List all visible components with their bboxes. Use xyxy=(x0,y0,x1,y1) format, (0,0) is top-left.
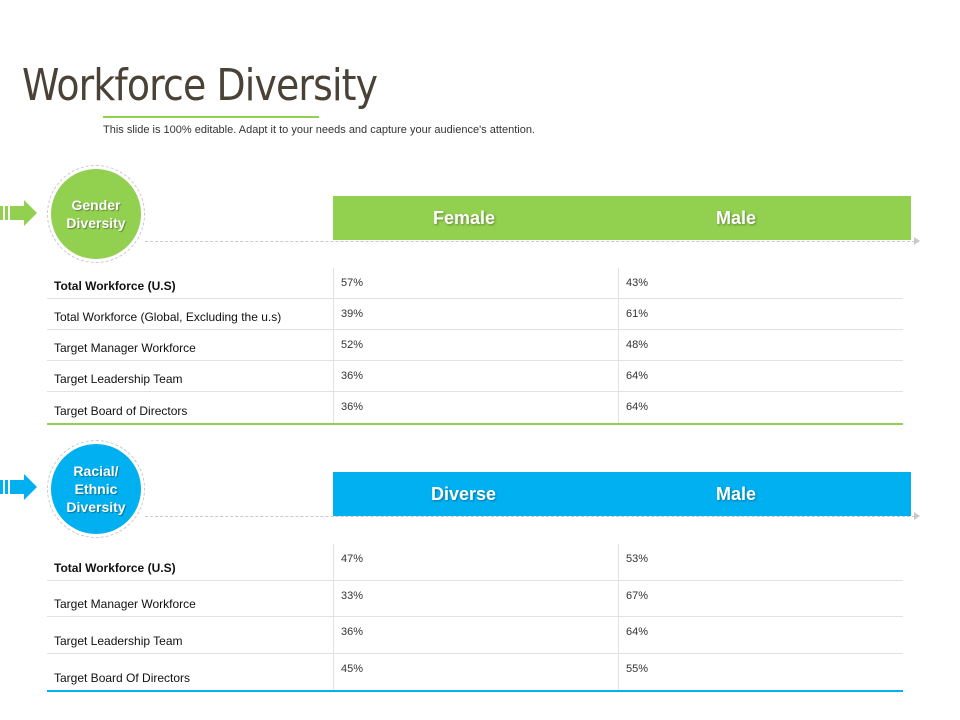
gender-divider-tip-icon xyxy=(914,237,920,245)
table-row: Total Workforce (U.S) 57% 43% xyxy=(47,268,903,299)
racial-table: Total Workforce (U.S) 47% 53% Target Manage… xyxy=(47,544,903,692)
row-label: Target Leadership Team xyxy=(54,372,183,386)
value-cell-1: 52% xyxy=(333,330,618,360)
value-cell-1: 39% xyxy=(333,299,618,329)
gender-divider xyxy=(145,241,915,242)
racial-diversity-badge: Racial/ Ethnic Diversity xyxy=(51,444,141,534)
value-cell-2: 64% xyxy=(618,617,903,653)
value-cell-2: 61% xyxy=(618,299,903,329)
value-cell-2: 55% xyxy=(618,653,903,690)
value-cell-2: 53% xyxy=(618,544,903,580)
table-row: Total Workforce (U.S) 47% 53% xyxy=(47,544,903,581)
row-label: Target Leadership Team xyxy=(54,633,183,648)
row-label: Total Workforce (Global, Excluding the u… xyxy=(54,310,282,324)
value-cell-2: 48% xyxy=(618,330,903,360)
racial-header-band: Diverse Male xyxy=(333,472,911,516)
gender-header-band: Female Male xyxy=(333,196,911,240)
value-cell-1: 33% xyxy=(333,580,618,616)
racial-arrow-icon xyxy=(0,474,37,500)
value-cell-1: 47% xyxy=(333,544,618,580)
row-label: Target Manager Workforce xyxy=(54,597,196,611)
value-cell-2: 67% xyxy=(618,580,903,616)
value-cell-1: 57% xyxy=(333,268,618,298)
racial-badge-ring xyxy=(47,440,145,538)
row-label: Target Board Of Directors xyxy=(54,671,191,685)
racial-divider xyxy=(145,516,915,517)
gender-table: Total Workforce (U.S) 57% 43% Total Workfor… xyxy=(47,268,903,425)
value-cell-1: 36% xyxy=(333,361,618,391)
value-cell-1: 36% xyxy=(333,392,618,423)
gender-diversity-badge: Gender Diversity xyxy=(51,169,141,259)
gender-arrow-icon xyxy=(0,200,37,226)
table-row: Target Board Of Directors 45% 55% xyxy=(47,653,903,690)
value-cell-2: 64% xyxy=(618,392,903,423)
row-label: Target Board of Directors xyxy=(54,404,188,418)
table-row: Total Workforce (Global, Excluding the u… xyxy=(47,299,903,330)
row-label: Total Workforce (U.S) xyxy=(54,560,176,575)
table-row: Target Manager Workforce 33% 67% xyxy=(47,580,903,617)
table-row: Target Leadership Team 36% 64% xyxy=(47,617,903,654)
row-label: Total Workforce (U.S) xyxy=(54,279,176,293)
table-row: Target Leadership Team 36% 64% xyxy=(47,361,903,392)
value-cell-2: 64% xyxy=(618,361,903,391)
racial-divider-tip-icon xyxy=(914,512,920,520)
gender-badge-ring xyxy=(47,165,145,263)
row-label: Target Manager Workforce xyxy=(54,341,196,355)
page-title: Workforce Diversity xyxy=(22,60,378,111)
table-row: Target Board of Directors 36% 64% xyxy=(47,392,903,423)
value-cell-1: 45% xyxy=(333,653,618,690)
header-female: Female xyxy=(433,207,496,228)
value-cell-2: 43% xyxy=(618,268,903,298)
header-male-2: Male xyxy=(716,483,757,504)
page-subtitle: This slide is 100% editable. Adapt it to… xyxy=(103,124,535,136)
table-row: Target Manager Workforce 52% 48% xyxy=(47,330,903,361)
value-cell-1: 36% xyxy=(333,617,618,653)
title-underline xyxy=(103,116,319,118)
header-diverse: Diverse xyxy=(431,483,497,504)
header-male: Male xyxy=(716,207,757,228)
